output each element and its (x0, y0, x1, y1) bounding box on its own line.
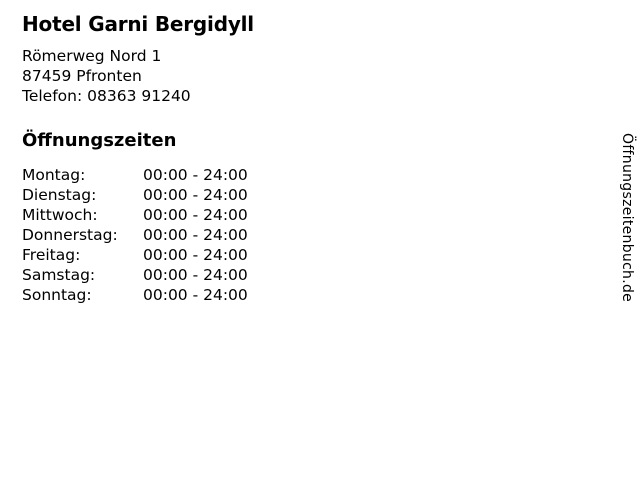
day-label: Montag: (22, 166, 86, 184)
time-value: 00:00 - 24:00 (143, 166, 248, 184)
opening-hours-heading: Öffnungszeiten (22, 130, 177, 151)
watermark-oeffnungszeitenbuch: Öffnungszeitenbuch.de (619, 133, 635, 303)
day-label: Dienstag: (22, 186, 97, 204)
business-info-page: Hotel Garni Bergidyll Römerweg Nord 1 87… (22, 12, 600, 305)
time-value: 00:00 - 24:00 (143, 286, 248, 304)
hours-row-monday: Montag: 00:00 - 24:00 (22, 165, 600, 185)
hours-row-tuesday: Dienstag: 00:00 - 24:00 (22, 185, 600, 205)
time-value: 00:00 - 24:00 (143, 186, 248, 204)
hours-row-wednesday: Mittwoch: 00:00 - 24:00 (22, 205, 600, 225)
address-street: Römerweg Nord 1 (22, 47, 162, 65)
day-label: Samstag: (22, 266, 96, 284)
opening-hours-table: Montag: 00:00 - 24:00 Dienstag: 00:00 - … (22, 165, 600, 305)
time-value: 00:00 - 24:00 (143, 206, 248, 224)
hours-row-friday: Freitag: 00:00 - 24:00 (22, 245, 600, 265)
day-label: Freitag: (22, 246, 81, 264)
address-block: Römerweg Nord 1 87459 Pfronten Telefon: … (22, 46, 600, 106)
time-value: 00:00 - 24:00 (143, 266, 248, 284)
day-label: Donnerstag: (22, 226, 118, 244)
day-label: Sonntag: (22, 286, 92, 304)
hours-row-thursday: Donnerstag: 00:00 - 24:00 (22, 225, 600, 245)
address-city: 87459 Pfronten (22, 67, 142, 85)
hours-row-sunday: Sonntag: 00:00 - 24:00 (22, 285, 600, 305)
day-label: Mittwoch: (22, 206, 98, 224)
time-value: 00:00 - 24:00 (143, 226, 248, 244)
hours-row-saturday: Samstag: 00:00 - 24:00 (22, 265, 600, 285)
time-value: 00:00 - 24:00 (143, 246, 248, 264)
business-name: Hotel Garni Bergidyll (22, 12, 254, 36)
phone-line: Telefon: 08363 91240 (22, 87, 191, 105)
